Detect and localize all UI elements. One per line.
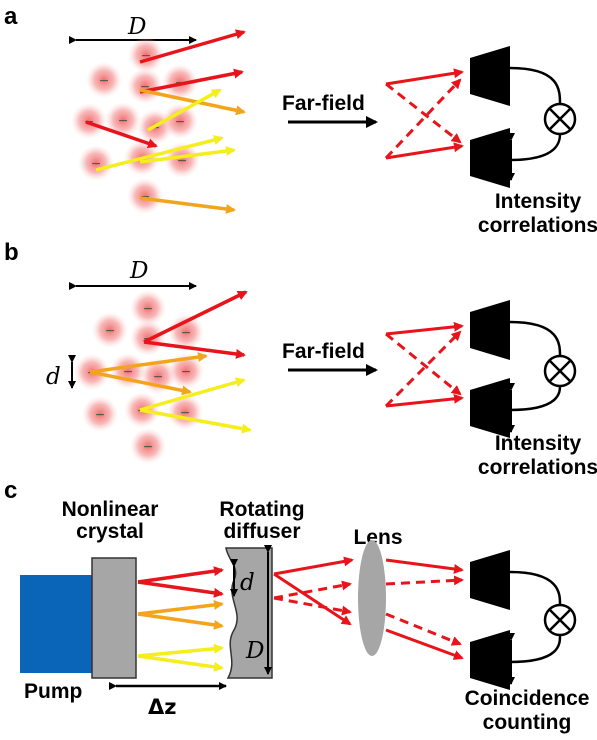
scattered-beams <box>273 556 354 626</box>
panel-a: a D − − − − − − − − − − <box>4 3 597 237</box>
far-field-label: Far-field <box>282 92 365 115</box>
svg-text:−: − <box>95 407 104 424</box>
far-field-label: Far-field <box>282 340 365 363</box>
emission-arrows <box>89 290 252 434</box>
focused-beams <box>385 558 464 660</box>
svg-text:−: − <box>105 323 114 340</box>
svg-text:−: − <box>143 301 152 318</box>
svg-text:−: − <box>143 439 152 456</box>
distance-label: Δz <box>148 695 176 719</box>
svg-text:−: − <box>118 113 127 130</box>
svg-text:−: − <box>181 325 190 342</box>
multiplier-circle-icon <box>543 102 577 136</box>
crystal-label-line2: crystal <box>76 520 144 543</box>
detector-cone-icon <box>470 550 510 610</box>
svg-text:−: − <box>141 48 150 65</box>
far-field-beams <box>384 321 464 408</box>
panel-a-letter: a <box>4 3 18 30</box>
svg-text:−: − <box>153 369 162 386</box>
detector-cone-icon <box>470 300 510 360</box>
pump-label: Pump <box>24 680 82 703</box>
width-symbol: D <box>127 14 146 40</box>
emission-arrows <box>85 29 246 214</box>
multiplier-circle-icon <box>543 603 577 637</box>
detection-label-line2: counting <box>483 711 572 734</box>
detection-label-line1: Coincidence <box>465 687 590 710</box>
detection-label-line1: Intensity <box>495 190 582 213</box>
crystal-label-line1: Nonlinear <box>62 498 159 521</box>
pump-laser <box>20 575 94 673</box>
detector-cone-icon <box>470 378 510 438</box>
svg-text:−: − <box>175 114 184 131</box>
separation-symbol: d <box>46 364 61 390</box>
nonlinear-crystal <box>91 557 137 679</box>
svg-text:−: − <box>99 73 108 90</box>
diffuser-small-symbol: d <box>240 570 255 596</box>
svg-text:−: − <box>180 405 189 422</box>
diffuser-large-symbol: D <box>245 638 264 664</box>
pair-beams <box>137 566 224 672</box>
detector-cone-icon <box>470 128 510 188</box>
detection-label-line2: correlations <box>478 214 597 237</box>
far-field-beams <box>384 68 464 160</box>
detection-label-line1: Intensity <box>495 432 582 455</box>
particle-cloud: − − − − − − − − − − − − <box>71 37 200 214</box>
diffuser-label-line2: diffuser <box>223 520 300 543</box>
diffuser-label-line1: Rotating <box>219 498 304 521</box>
detector-cone-icon <box>470 630 510 690</box>
detector-cone-icon <box>470 46 510 106</box>
panel-b: b D d − − − − − − − − − − <box>4 239 597 479</box>
particle-cloud: − − − − − − − − − − − − <box>74 290 204 464</box>
lens <box>358 540 386 656</box>
svg-text:−: − <box>150 120 159 137</box>
svg-text:−: − <box>91 156 100 173</box>
panel-b-letter: b <box>4 239 19 266</box>
width-symbol: D <box>129 258 148 284</box>
detection-label-line2: correlations <box>478 456 597 479</box>
lens-label: Lens <box>353 526 402 549</box>
svg-text:−: − <box>123 364 132 381</box>
panel-c-letter: c <box>4 477 17 504</box>
svg-text:−: − <box>140 79 149 96</box>
svg-text:−: − <box>181 364 190 381</box>
svg-text:−: − <box>177 153 186 170</box>
panel-c: c Nonlinear crystal Rotating diffuser Le… <box>4 477 589 734</box>
multiplier-circle-icon <box>543 354 577 388</box>
